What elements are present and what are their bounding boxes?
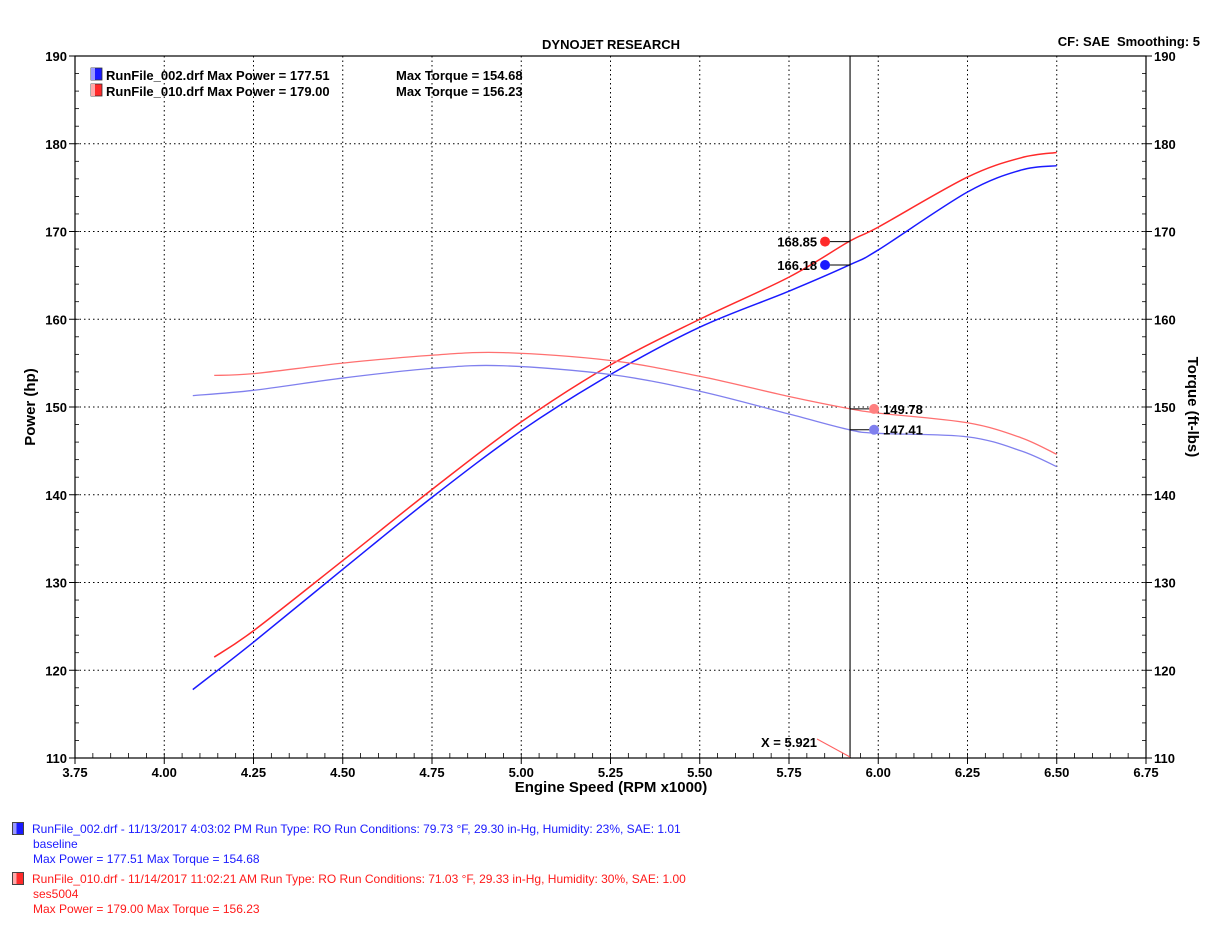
x-tick-label: 5.50 [687, 765, 712, 780]
run-swatch-002 [12, 822, 24, 835]
right-y-tick-label: 120 [1154, 663, 1176, 678]
run-info-002-line1: RunFile_002.drf - 11/13/2017 4:03:02 PM … [12, 822, 681, 837]
right-y-tick-label: 180 [1154, 137, 1176, 152]
run-info-002-text: RunFile_002.drf - 11/13/2017 4:03:02 PM … [32, 822, 681, 836]
right-y-tick-label: 160 [1154, 312, 1176, 327]
legend-swatch-run002-shade [91, 68, 95, 80]
left-y-tick-labels: 110 120 130 140 150 160 170 180 190 [45, 49, 67, 766]
cursor-label-leader [816, 738, 851, 758]
chart-title: DYNOJET RESEARCH [542, 37, 680, 52]
chart-legend: RunFile_002.drf Max Power = 177.51 Max T… [90, 67, 523, 99]
x-tick-label: 4.00 [152, 765, 177, 780]
series-line-torque-runfile-010-drf [214, 351, 1058, 455]
right-y-tick-label: 150 [1154, 400, 1176, 415]
left-y-tick-label: 110 [46, 751, 67, 766]
x-tick-label: 5.00 [509, 765, 534, 780]
plot-frame [74, 55, 1147, 759]
left-y-tick-label: 130 [45, 576, 67, 591]
run-info-002-note: baseline [33, 837, 78, 851]
run-info-010-max: Max Power = 179.00 Max Torque = 156.23 [33, 902, 260, 916]
x-tick-labels: 3.75 4.00 4.25 4.50 4.75 5.00 5.25 5.50 5.75 6.00… [62, 765, 1158, 780]
x-tick-label: 6.75 [1133, 765, 1158, 780]
right-y-tick-labels: 110 120 130 140 150 160 170 180 190 [1154, 49, 1176, 766]
x-tick-label: 6.25 [955, 765, 980, 780]
legend-run010-power: RunFile_010.drf Max Power = 179.00 [106, 84, 330, 99]
left-y-tick-label: 170 [45, 225, 67, 240]
series-line-power-runfile-010-drf [213, 151, 1057, 658]
run-info-010-note: ses5004 [33, 887, 79, 901]
right-y-tick-label: 140 [1154, 488, 1176, 503]
left-y-tick-label: 190 [45, 49, 67, 64]
x-axis-label: Engine Speed (RPM x1000) [515, 779, 708, 796]
cursor-marker-value: 147.41 [883, 423, 923, 438]
cursor-markers: 168.85 166.18 149.78 147.41 [777, 235, 923, 438]
left-y-tick-label: 120 [45, 663, 67, 678]
run-info-010: RunFile_010.drf - 11/14/2017 11:02:21 AM… [12, 872, 686, 917]
x-tick-label: 4.50 [330, 765, 355, 780]
run-swatch-010 [12, 872, 24, 885]
cursor-marker-value: 166.18 [777, 258, 817, 273]
legend-run002-power: RunFile_002.drf Max Power = 177.51 [106, 68, 330, 83]
grid-lines [75, 56, 1146, 758]
run-info-002: RunFile_002.drf - 11/13/2017 4:03:02 PM … [12, 822, 681, 867]
right-y-tick-label: 130 [1154, 576, 1176, 591]
legend-run010-torque: Max Torque = 156.23 [396, 84, 523, 99]
left-y-axis-label: Power (hp) [22, 368, 39, 446]
right-y-tick-label: 110 [1154, 751, 1175, 766]
cursor-marker-dot [820, 260, 831, 271]
cursor-marker-value: 149.78 [883, 402, 923, 417]
run-info-010-line1: RunFile_010.drf - 11/14/2017 11:02:21 AM… [12, 872, 686, 887]
cursor-marker-value: 168.85 [777, 235, 817, 250]
x-tick-label: 5.75 [776, 765, 801, 780]
legend-swatch-run010-shade [91, 84, 95, 96]
series-line-power-runfile-002-drf [192, 164, 1057, 691]
x-tick-label: 6.00 [866, 765, 891, 780]
x-tick-label: 4.75 [419, 765, 444, 780]
cursor-marker-dot [820, 236, 831, 247]
right-y-axis-label: Torque (ft-lbs) [1184, 357, 1201, 458]
cursor-marker-dot [869, 424, 880, 435]
left-y-tick-label: 160 [45, 312, 67, 327]
series-line-torque-runfile-002-drf [192, 364, 1058, 468]
axis-ticks [69, 55, 1152, 764]
x-tick-label: 4.25 [241, 765, 266, 780]
cursor-readout: X = 5.921 [761, 735, 817, 750]
left-y-tick-label: 140 [45, 488, 67, 503]
run-info-010-text: RunFile_010.drf - 11/14/2017 11:02:21 AM… [32, 872, 686, 886]
x-tick-label: 6.50 [1044, 765, 1069, 780]
series-lines [192, 151, 1058, 691]
x-tick-label: 3.75 [62, 765, 87, 780]
correction-smoothing-label: CF: SAE Smoothing: 5 [1058, 34, 1200, 49]
x-tick-label: 5.25 [598, 765, 623, 780]
left-y-tick-label: 180 [45, 137, 67, 152]
cursor-marker-dot [869, 403, 880, 414]
legend-run002-torque: Max Torque = 154.68 [396, 68, 523, 83]
dyno-chart: DYNOJET RESEARCH CF: SAE Smoothing: 5 3.… [22, 34, 1201, 796]
run-info-002-max: Max Power = 177.51 Max Torque = 154.68 [33, 852, 260, 866]
left-y-tick-label: 150 [45, 400, 67, 415]
right-y-tick-label: 190 [1154, 49, 1176, 64]
right-y-tick-label: 170 [1154, 225, 1176, 240]
